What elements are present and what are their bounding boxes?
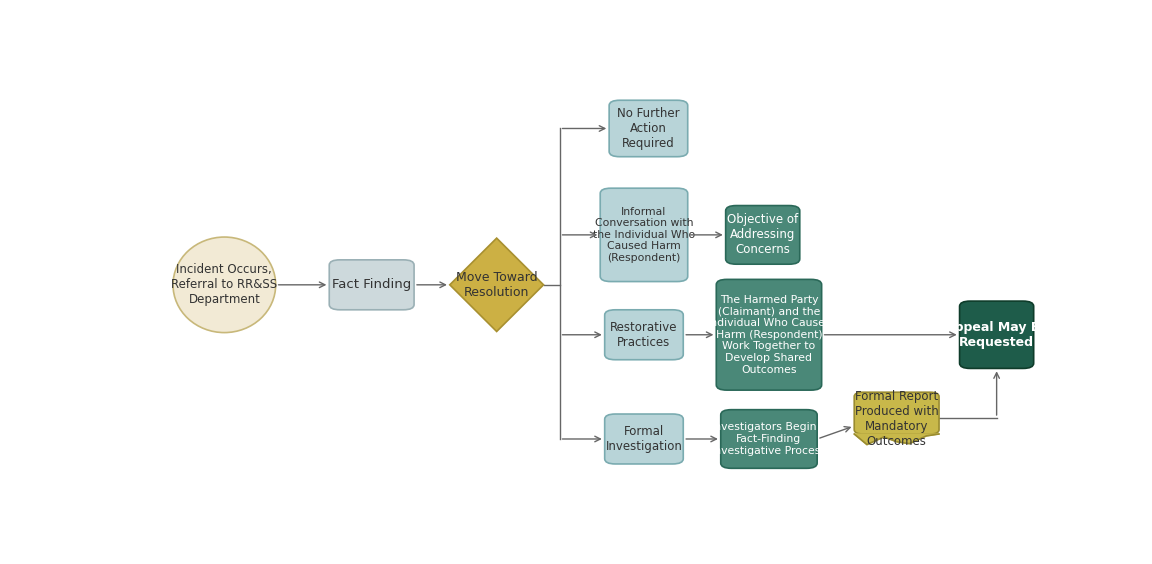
FancyBboxPatch shape [721, 409, 817, 468]
Text: Investigators Begin a
Fact-Finding
Investigative Process: Investigators Begin a Fact-Finding Inves… [711, 422, 827, 456]
Ellipse shape [173, 237, 275, 333]
Text: Fact Finding: Fact Finding [332, 278, 411, 292]
Text: Move Toward
Resolution: Move Toward Resolution [456, 271, 538, 299]
Text: Incident Occurs,
Referral to RR&SS
Department: Incident Occurs, Referral to RR&SS Depar… [172, 263, 278, 306]
Text: Formal Report
Produced with
Mandatory
Outcomes: Formal Report Produced with Mandatory Ou… [855, 390, 939, 448]
FancyBboxPatch shape [960, 301, 1033, 368]
Text: Objective of
Addressing
Concerns: Objective of Addressing Concerns [727, 213, 798, 257]
Text: Restorative
Practices: Restorative Practices [611, 321, 677, 349]
FancyBboxPatch shape [605, 310, 683, 360]
FancyBboxPatch shape [329, 260, 414, 310]
FancyBboxPatch shape [605, 414, 683, 464]
Polygon shape [855, 434, 939, 444]
Text: Appeal May Be
Requested: Appeal May Be Requested [945, 321, 1048, 349]
Polygon shape [449, 238, 544, 332]
FancyBboxPatch shape [717, 279, 821, 390]
FancyBboxPatch shape [600, 188, 688, 281]
FancyBboxPatch shape [609, 100, 688, 157]
FancyBboxPatch shape [726, 205, 799, 264]
Text: The Harmed Party
(Claimant) and the
Individual Who Caused
Harm (Respondent)
Work: The Harmed Party (Claimant) and the Indi… [706, 295, 832, 374]
Text: No Further
Action
Required: No Further Action Required [617, 107, 680, 150]
Text: Formal
Investigation: Formal Investigation [606, 425, 682, 453]
Text: Informal
Conversation with
the Individual Who
Caused Harm
(Respondent): Informal Conversation with the Individua… [593, 206, 695, 263]
FancyBboxPatch shape [855, 392, 939, 434]
